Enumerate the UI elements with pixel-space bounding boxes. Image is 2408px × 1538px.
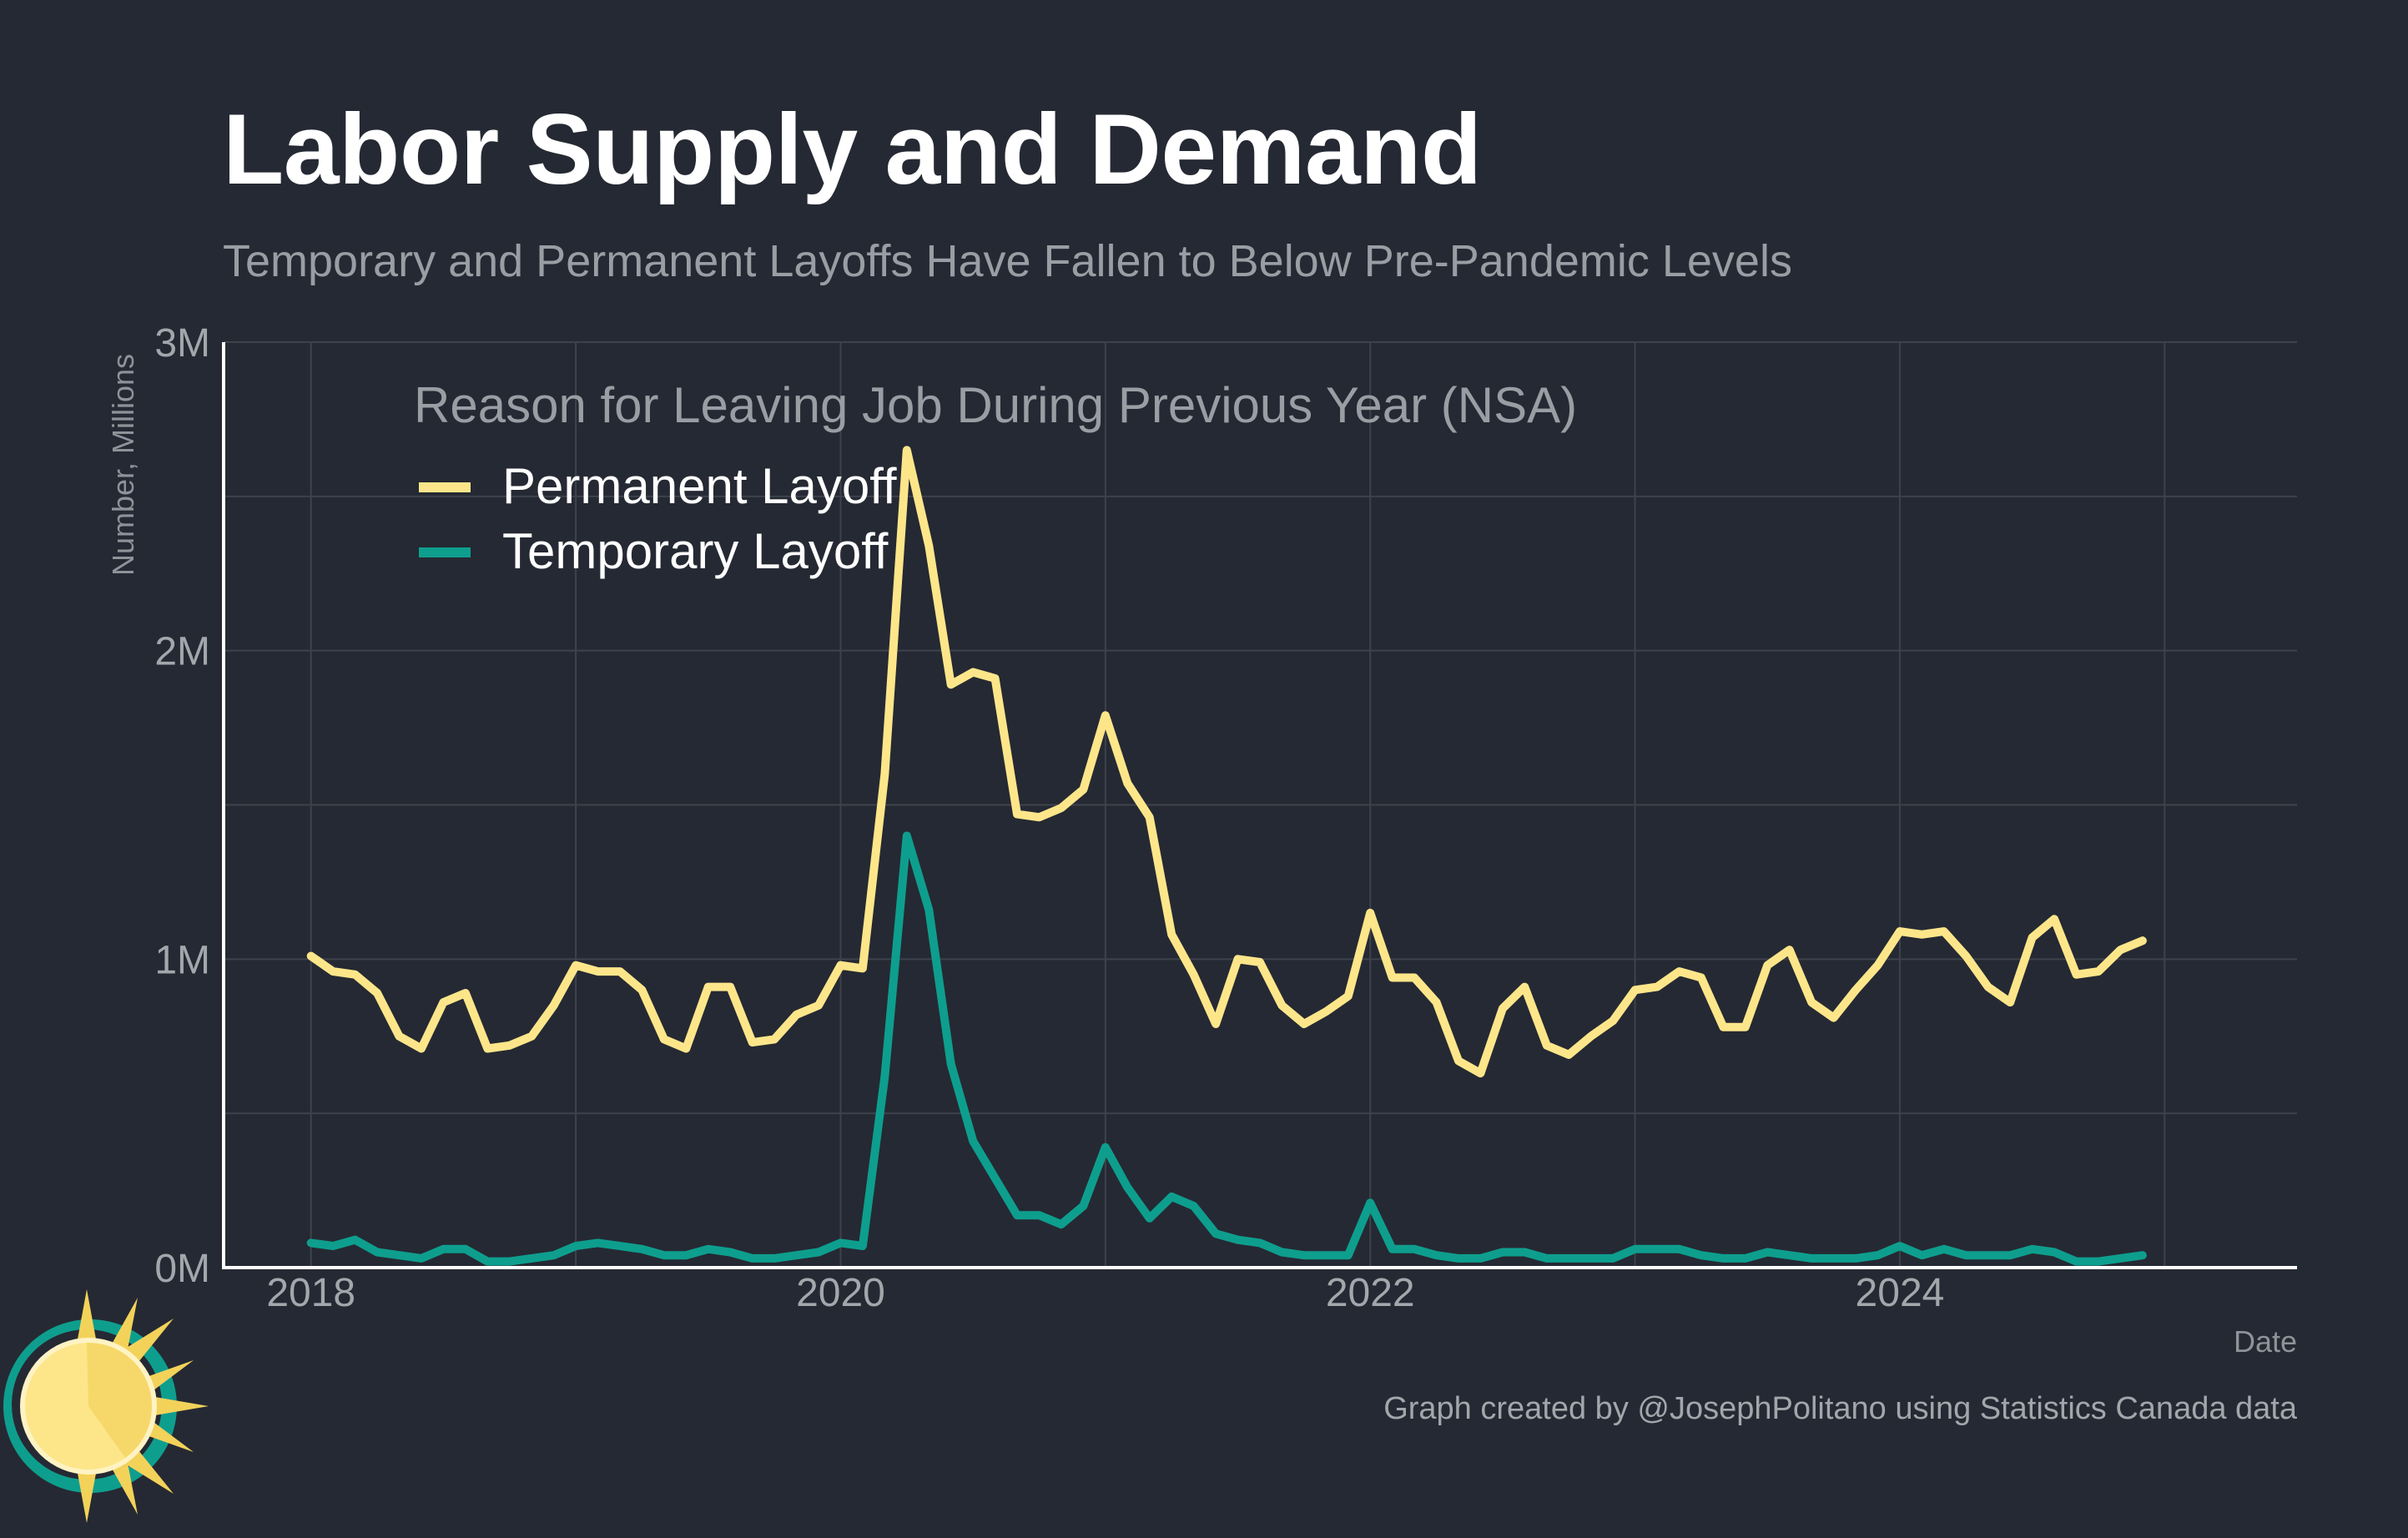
legend: Reason for Leaving Job During Previous Y…: [414, 377, 1577, 579]
x-tick-label: 2020: [796, 1271, 885, 1315]
chart-subtitle: Temporary and Permanent Layoffs Have Fal…: [223, 236, 1792, 286]
credit-text: Graph created by @JosephPolitano using S…: [1383, 1391, 2298, 1426]
y-tick-label: 3M: [154, 321, 210, 366]
y-tick-label: 0M: [154, 1247, 210, 1291]
grid-lines: [224, 341, 2297, 1268]
series-line-temporary-layoff: [306, 831, 2147, 1266]
y-axis-label: Number, Millions: [106, 354, 140, 576]
series-lines: [306, 446, 2147, 1266]
series-line-permanent-layoff: [306, 446, 2147, 1078]
y-tick-label: 2M: [154, 630, 210, 674]
y-tick-label: 1M: [154, 938, 210, 982]
legend-label-temporary: Temporary Layoff: [502, 523, 889, 579]
x-tick-label: 2018: [266, 1271, 355, 1315]
chart-title: Labor Supply and Demand: [223, 93, 1482, 205]
axis-ticks: 0M 1M 2M 3M 2018 2020 2022 2024: [154, 321, 1944, 1315]
x-tick-label: 2022: [1326, 1271, 1415, 1315]
legend-title: Reason for Leaving Job During Previous Y…: [414, 377, 1577, 433]
sun-logo-icon: [3, 1289, 209, 1523]
x-axis-label: Date: [2234, 1324, 2297, 1359]
legend-label-permanent: Permanent Layoff: [502, 458, 897, 514]
x-tick-label: 2024: [1856, 1271, 1945, 1315]
